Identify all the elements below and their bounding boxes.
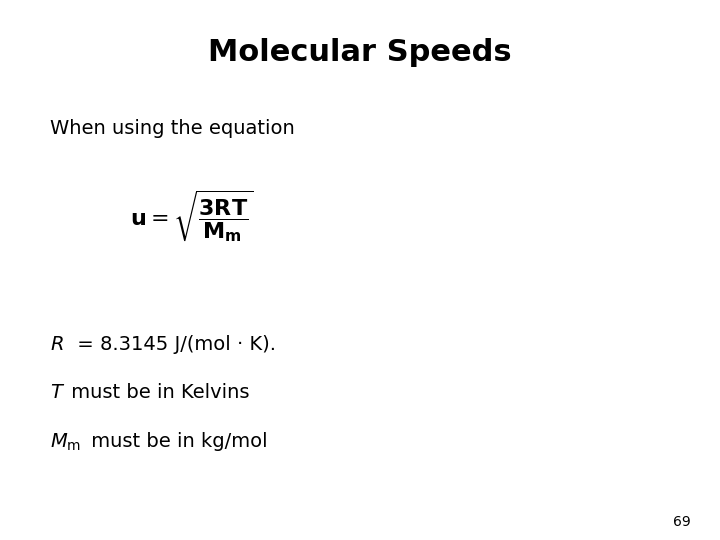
Text: = 8.3145 J/(mol · K).: = 8.3145 J/(mol · K). xyxy=(71,335,276,354)
Text: 69: 69 xyxy=(673,515,691,529)
Text: must be in kg/mol: must be in kg/mol xyxy=(85,432,268,451)
Text: When using the equation: When using the equation xyxy=(50,119,295,138)
Text: $T$: $T$ xyxy=(50,383,66,402)
Text: must be in Kelvins: must be in Kelvins xyxy=(65,383,249,402)
Text: $\mathbf{u} = \sqrt{\dfrac{\mathbf{3RT}}{\mathbf{M}_\mathbf{m}}}$: $\mathbf{u} = \sqrt{\dfrac{\mathbf{3RT}}… xyxy=(130,188,253,244)
Text: $\mathit{M}_\mathrm{m}$: $\mathit{M}_\mathrm{m}$ xyxy=(50,432,81,453)
Text: $R$: $R$ xyxy=(50,335,64,354)
Text: Molecular Speeds: Molecular Speeds xyxy=(208,38,512,67)
